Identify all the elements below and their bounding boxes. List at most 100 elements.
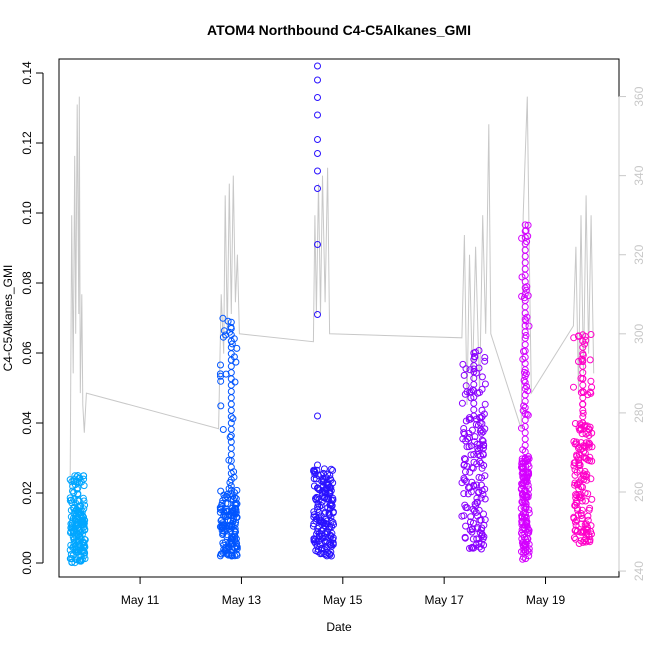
data-point xyxy=(524,529,531,537)
data-point xyxy=(75,523,83,531)
data-point xyxy=(314,311,321,318)
data-point xyxy=(466,526,474,534)
data-point xyxy=(570,514,578,522)
series-group xyxy=(66,472,89,567)
data-point xyxy=(227,388,235,395)
data-point xyxy=(584,512,592,520)
data-point xyxy=(520,402,528,410)
data-point xyxy=(467,394,475,402)
data-point xyxy=(588,383,596,391)
data-point xyxy=(520,524,528,532)
data-point xyxy=(68,555,76,563)
y-tick-label: 0.04 xyxy=(20,411,34,435)
data-point xyxy=(329,466,337,474)
data-point xyxy=(518,424,525,432)
data-point xyxy=(578,430,586,438)
data-point xyxy=(476,440,484,448)
data-point xyxy=(458,399,466,407)
data-point xyxy=(232,495,240,503)
data-point xyxy=(521,416,529,424)
data-point xyxy=(69,527,77,535)
data-point xyxy=(467,513,475,521)
data-point xyxy=(314,506,322,514)
data-point xyxy=(466,366,474,374)
data-point xyxy=(571,420,579,427)
data-point xyxy=(480,510,487,518)
data-point xyxy=(314,94,321,101)
data-point xyxy=(314,111,321,119)
data-point xyxy=(469,386,477,394)
data-point xyxy=(582,538,590,546)
data-point xyxy=(311,468,319,476)
data-point xyxy=(328,542,336,550)
data-point xyxy=(520,479,528,487)
data-point xyxy=(79,494,87,502)
data-point xyxy=(575,485,583,493)
data-point xyxy=(329,518,337,526)
data-point xyxy=(314,503,322,511)
data-point xyxy=(219,549,227,557)
data-point xyxy=(460,490,468,498)
data-point xyxy=(312,536,320,544)
data-point xyxy=(320,465,328,473)
data-point xyxy=(587,377,595,385)
data-point xyxy=(465,443,473,451)
series-group xyxy=(309,62,337,560)
data-point xyxy=(315,532,323,540)
data-point xyxy=(324,470,331,478)
data-point xyxy=(476,458,484,465)
data-point xyxy=(221,528,229,535)
data-point xyxy=(461,456,469,463)
data-point xyxy=(317,502,325,509)
data-point xyxy=(579,400,587,408)
altitude-trace-line xyxy=(69,96,595,493)
data-point xyxy=(327,531,335,539)
data-point xyxy=(582,454,590,462)
data-point xyxy=(461,533,469,541)
data-point xyxy=(481,400,489,408)
data-point xyxy=(462,417,470,425)
chart-title: ATOM4 Northbound C4-C5Alkanes_GMI xyxy=(207,22,471,38)
data-point xyxy=(480,442,488,449)
data-point xyxy=(227,362,235,370)
data-point xyxy=(465,429,473,437)
data-point xyxy=(227,444,235,452)
data-point xyxy=(310,467,318,475)
data-point xyxy=(227,406,235,414)
y-tick-label: 0.02 xyxy=(20,481,34,505)
data-point xyxy=(523,313,531,321)
data-point xyxy=(523,283,531,291)
data-point xyxy=(572,438,580,446)
data-point xyxy=(581,489,589,497)
data-point xyxy=(518,513,526,521)
data-point xyxy=(462,468,469,476)
data-point xyxy=(521,487,529,495)
data-point xyxy=(572,494,580,502)
data-point xyxy=(479,428,487,436)
data-point xyxy=(229,496,237,503)
data-point xyxy=(478,531,486,538)
x-tick-label: May 17 xyxy=(424,593,464,607)
data-point xyxy=(586,356,594,364)
y2-tick-label: 300 xyxy=(632,323,646,343)
data-point xyxy=(581,449,589,457)
data-point xyxy=(588,457,596,465)
x-tick-label: May 19 xyxy=(526,593,566,607)
data-point xyxy=(522,535,530,543)
data-point xyxy=(467,451,475,459)
data-point xyxy=(66,497,74,504)
data-point xyxy=(469,535,477,543)
data-point xyxy=(478,524,486,532)
data-point xyxy=(323,495,331,503)
data-point xyxy=(318,489,326,497)
data-point xyxy=(521,378,529,386)
data-point xyxy=(481,357,489,365)
data-point xyxy=(314,167,321,175)
data-point xyxy=(218,522,226,530)
data-point xyxy=(227,318,235,326)
data-point xyxy=(478,474,486,482)
data-point xyxy=(464,490,472,498)
data-point xyxy=(229,507,237,515)
data-point xyxy=(480,410,488,418)
